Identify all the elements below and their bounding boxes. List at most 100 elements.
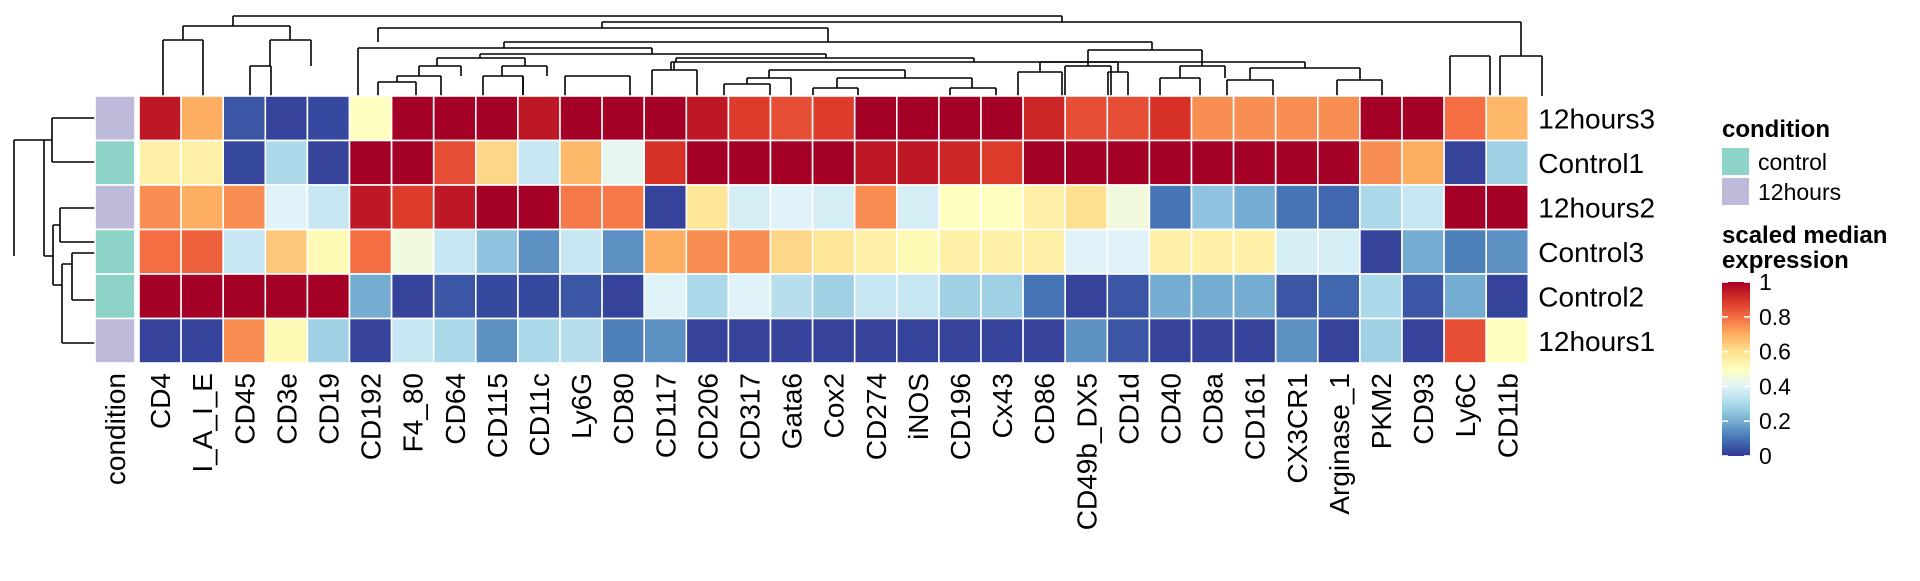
- heatmap-cell: [811, 184, 856, 231]
- heatmap-cell: [1443, 95, 1487, 142]
- heatmap-cell: [895, 139, 940, 186]
- heatmap-cell: [811, 95, 856, 142]
- row-label: 12hours1: [1538, 326, 1655, 357]
- heatmap-cell: [180, 273, 225, 320]
- heatmap-cell: [517, 228, 561, 275]
- heatmap-cell: [727, 317, 772, 364]
- heatmap-cell: [980, 95, 1024, 142]
- heatmap-cell: [1064, 228, 1109, 275]
- heatmap-cell: [643, 273, 688, 320]
- row-dendrogram: [13, 117, 95, 344]
- heatmap-cell: [348, 228, 393, 275]
- heatmap-cell: [559, 273, 603, 320]
- heatmap-cell: [980, 317, 1024, 364]
- heatmap-cell: [685, 95, 730, 142]
- heatmap-cell: [348, 139, 393, 186]
- heatmap-cell: [222, 228, 267, 275]
- column-label: F4_80: [398, 373, 429, 452]
- column-label: CD45: [229, 373, 260, 445]
- heatmap-cell: [895, 273, 940, 320]
- heatmap-cell: [938, 273, 982, 320]
- column-label: CD93: [1408, 373, 1439, 445]
- heatmap-cell: [1317, 95, 1361, 142]
- heatmap-cell: [895, 228, 940, 275]
- heatmap-cell: [685, 184, 730, 231]
- heatmap-cell: [432, 317, 477, 364]
- heatmap-cell: [432, 228, 477, 275]
- heatmap-cell: [517, 95, 561, 142]
- column-label: Gata6: [777, 373, 808, 449]
- column-label: PKM2: [1366, 373, 1397, 449]
- heatmap-cell: [685, 139, 730, 186]
- heatmap-cell: [1401, 228, 1445, 275]
- heatmap-cell: [685, 317, 730, 364]
- column-label: iNOS: [903, 373, 934, 440]
- column-label: CD317: [734, 373, 765, 460]
- heatmap-cell: [559, 228, 603, 275]
- condition-annotation-column: [94, 95, 136, 364]
- heatmap-cell: [1232, 317, 1277, 364]
- color-scale-tick-label: 0.4: [1759, 373, 1791, 399]
- heatmap-cell: [853, 95, 898, 142]
- heatmap-cell: [1317, 184, 1361, 231]
- color-scale-tick-label: 0.8: [1759, 304, 1791, 330]
- heatmap-cell: [390, 95, 435, 142]
- heatmap-cell: [1148, 95, 1193, 142]
- heatmap-cell: [1274, 228, 1319, 275]
- heatmap-cell: [601, 317, 645, 364]
- column-label: CD1d: [1113, 373, 1144, 445]
- heatmap-cell: [348, 273, 393, 320]
- heatmap-cell: [853, 273, 898, 320]
- heatmap-cell: [1148, 228, 1193, 275]
- column-label: Ly6G: [566, 373, 597, 439]
- heatmap-cell: [1148, 317, 1193, 364]
- heatmap-cell: [474, 273, 519, 320]
- row-labels: 12hours3 Control1 12hours2 Control3 Control2…: [1538, 103, 1655, 357]
- condition-cell: [94, 317, 136, 364]
- heatmap-cell: [1064, 139, 1109, 186]
- heatmap-cell: [727, 184, 772, 231]
- heatmap-cell: [1274, 95, 1319, 142]
- heatmap-cell: [222, 273, 267, 320]
- heatmap-cell: [180, 184, 225, 231]
- heatmap-cell: [1401, 317, 1445, 364]
- heatmap-cell: [980, 273, 1024, 320]
- heatmap-cell: [980, 184, 1024, 231]
- heatmap-cell: [1232, 273, 1277, 320]
- heatmap-cell: [853, 184, 898, 231]
- heatmap-cell: [390, 139, 435, 186]
- column-label: CD161: [1240, 373, 1271, 460]
- heatmap-cell: [980, 228, 1024, 275]
- heatmap-cell: [474, 184, 519, 231]
- color-scale-bar: [1722, 282, 1750, 456]
- heatmap-cell: [1232, 228, 1277, 275]
- heatmap-cell: [1485, 273, 1530, 320]
- heatmap-cell: [727, 273, 772, 320]
- heatmap-cell: [432, 95, 477, 142]
- heatmap-cell: [1190, 228, 1235, 275]
- heatmap-cell: [222, 95, 267, 142]
- column-label: CX3CR1: [1282, 373, 1313, 483]
- 12hours-legend-label: 12hours: [1758, 179, 1841, 205]
- column-label: I_A_I_E: [187, 373, 218, 473]
- heatmap-cell: [1443, 273, 1487, 320]
- heatmap-cell: [517, 273, 561, 320]
- heatmap-cell: [1401, 139, 1445, 186]
- heatmap-cell: [643, 95, 688, 142]
- heatmap-cell: [1359, 273, 1403, 320]
- column-label: Cx43: [987, 373, 1018, 438]
- column-label: CD11c: [524, 373, 555, 457]
- heatmap-cell: [1148, 184, 1193, 231]
- heatmap-cell: [432, 184, 477, 231]
- heatmap-cell: [1443, 139, 1487, 186]
- heatmap-cell: [811, 228, 856, 275]
- heatmap-cell: [1148, 139, 1193, 186]
- row-label: Control1: [1538, 148, 1644, 179]
- heatmap-cell: [1401, 184, 1445, 231]
- heatmap-cell: [264, 139, 309, 186]
- heatmap-cell: [601, 95, 645, 142]
- heatmap-cell: [1106, 273, 1151, 320]
- heatmap-cell: [1064, 95, 1109, 142]
- heatmap-cell: [559, 95, 603, 142]
- heatmap-cell: [1274, 184, 1319, 231]
